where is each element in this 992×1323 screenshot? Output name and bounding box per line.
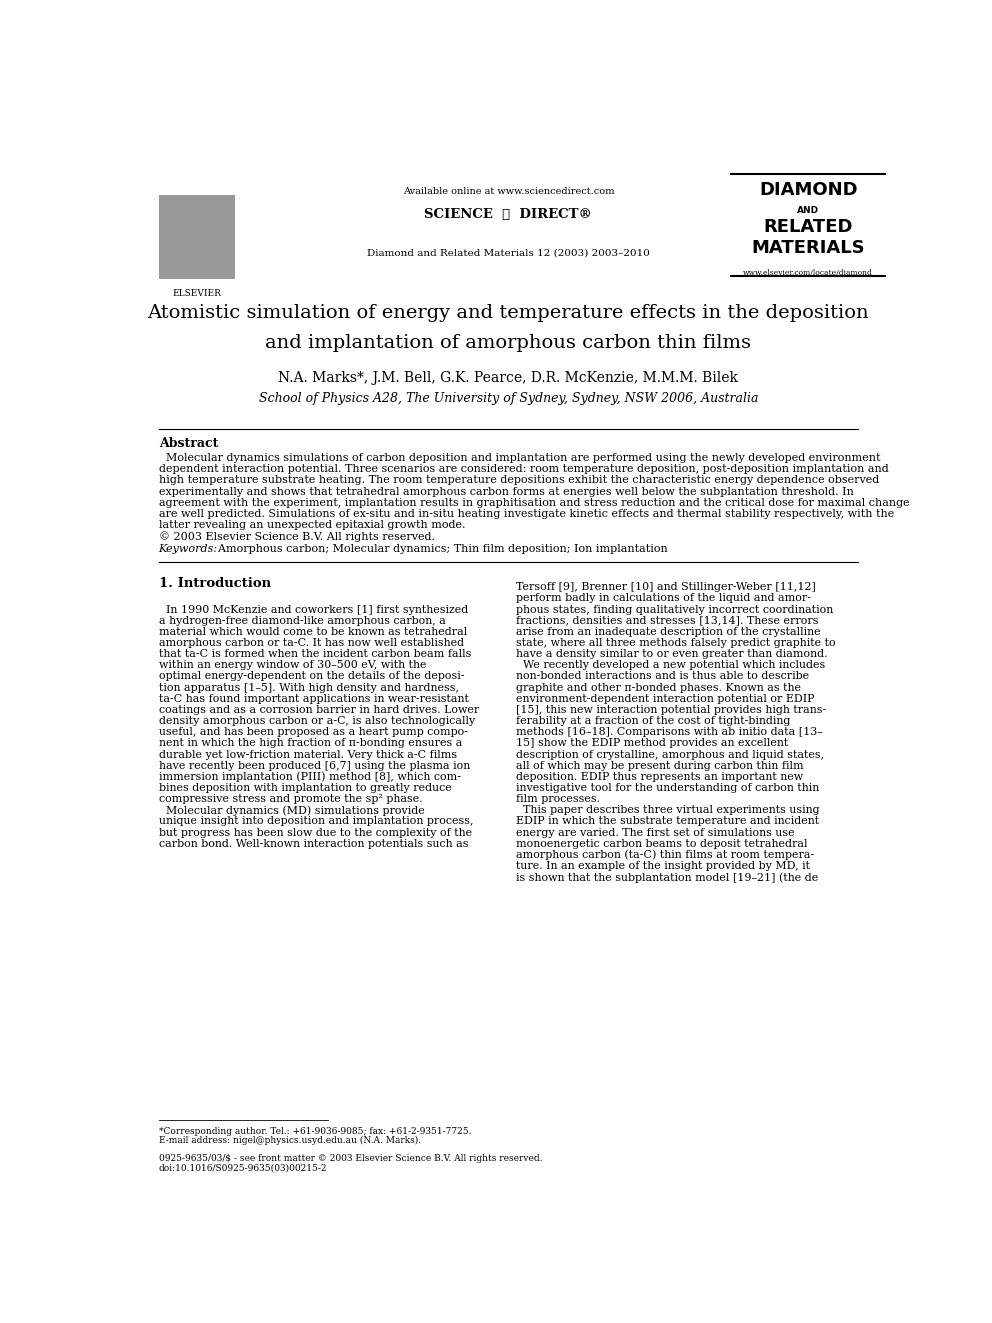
Text: *Corresponding author. Tel.: +61-9036-9085; fax: +61-2-9351-7725.: *Corresponding author. Tel.: +61-9036-90… [159,1126,471,1135]
Text: 15] show the EDIP method provides an excellent: 15] show the EDIP method provides an exc… [516,738,789,749]
Text: monoenergetic carbon beams to deposit tetrahedral: monoenergetic carbon beams to deposit te… [516,839,807,849]
Text: are well predicted. Simulations of ex-situ and in-situ heating investigate kinet: are well predicted. Simulations of ex-si… [159,509,894,519]
Text: 1. Introduction: 1. Introduction [159,577,271,590]
Text: have recently been produced [6,7] using the plasma ion: have recently been produced [6,7] using … [159,761,470,771]
Text: environment-dependent interaction potential or EDIP: environment-dependent interaction potent… [516,693,814,704]
Text: immersion implantation (PIII) method [8], which com-: immersion implantation (PIII) method [8]… [159,771,460,782]
Text: 0925-9635/03/$ - see front matter © 2003 Elsevier Science B.V. All rights reserv: 0925-9635/03/$ - see front matter © 2003… [159,1154,542,1163]
Text: Keywords:: Keywords: [159,544,217,554]
Text: all of which may be present during carbon thin film: all of which may be present during carbo… [516,761,804,771]
Text: Atomistic simulation of energy and temperature effects in the deposition: Atomistic simulation of energy and tempe… [148,304,869,323]
Text: phous states, finding qualitatively incorrect coordination: phous states, finding qualitatively inco… [516,605,833,615]
Text: agreement with the experiment, implantation results in graphitisation and stress: agreement with the experiment, implantat… [159,497,910,508]
Text: energy are varied. The first set of simulations use: energy are varied. The first set of simu… [516,828,795,837]
Text: ferability at a fraction of the cost of tight-binding: ferability at a fraction of the cost of … [516,716,791,726]
Text: DIAMOND: DIAMOND [759,181,857,200]
Text: latter revealing an unexpected epitaxial growth mode.: latter revealing an unexpected epitaxial… [159,520,465,531]
Text: Molecular dynamics (MD) simulations provide: Molecular dynamics (MD) simulations prov… [159,806,425,816]
Text: doi:10.1016/S0925-9635(03)00215-2: doi:10.1016/S0925-9635(03)00215-2 [159,1163,327,1172]
Bar [159,196,235,279]
Text: is shown that the subplantation model [19–21] (the de: is shown that the subplantation model [1… [516,872,818,882]
Text: high temperature substrate heating. The room temperature depositions exhibit the: high temperature substrate heating. The … [159,475,879,486]
Text: amorphous carbon (ta-C) thin films at room tempera-: amorphous carbon (ta-C) thin films at ro… [516,849,814,860]
Text: EDIP in which the substrate temperature and incident: EDIP in which the substrate temperature … [516,816,819,827]
Text: description of crystalline, amorphous and liquid states,: description of crystalline, amorphous an… [516,750,824,759]
Text: unique insight into deposition and implantation process,: unique insight into deposition and impla… [159,816,473,827]
Text: Molecular dynamics simulations of carbon deposition and implantation are perform: Molecular dynamics simulations of carbon… [159,454,880,463]
Text: This paper describes three virtual experiments using: This paper describes three virtual exper… [516,806,819,815]
Text: © 2003 Elsevier Science B.V. All rights reserved.: © 2003 Elsevier Science B.V. All rights … [159,531,434,542]
Text: dependent interaction potential. Three scenarios are considered: room temperatur: dependent interaction potential. Three s… [159,464,889,474]
Text: coatings and as a corrosion barrier in hard drives. Lower: coatings and as a corrosion barrier in h… [159,705,479,714]
Text: optimal energy-dependent on the details of the deposi-: optimal energy-dependent on the details … [159,672,464,681]
Text: arise from an inadequate description of the crystalline: arise from an inadequate description of … [516,627,820,636]
Text: In 1990 McKenzie and coworkers [1] first synthesized: In 1990 McKenzie and coworkers [1] first… [159,605,468,615]
Text: SCIENCE  ⓐ  DIRECT®: SCIENCE ⓐ DIRECT® [425,208,592,221]
Text: School of Physics A28, The University of Sydney, Sydney, NSW 2006, Australia: School of Physics A28, The University of… [259,392,758,405]
Text: fractions, densities and stresses [13,14]. These errors: fractions, densities and stresses [13,14… [516,615,818,626]
Text: Amorphous carbon; Molecular dynamics; Thin film deposition; Ion implantation: Amorphous carbon; Molecular dynamics; Th… [211,544,668,554]
Text: a hydrogen-free diamond-like amorphous carbon, a: a hydrogen-free diamond-like amorphous c… [159,615,445,626]
Text: durable yet low-friction material. Very thick a-C films: durable yet low-friction material. Very … [159,750,456,759]
Text: ta-C has found important applications in wear-resistant: ta-C has found important applications in… [159,693,468,704]
Text: Available online at www.sciencedirect.com: Available online at www.sciencedirect.co… [403,188,614,196]
Text: density amorphous carbon or a-C, is also technologically: density amorphous carbon or a-C, is also… [159,716,475,726]
Text: film processes.: film processes. [516,794,600,804]
Text: nent in which the high fraction of π-bonding ensures a: nent in which the high fraction of π-bon… [159,738,462,749]
Text: useful, and has been proposed as a heart pump compo-: useful, and has been proposed as a heart… [159,728,467,737]
Text: graphite and other π-bonded phases. Known as the: graphite and other π-bonded phases. Know… [516,683,802,693]
Text: AND: AND [798,205,819,214]
Text: have a density similar to or even greater than diamond.: have a density similar to or even greate… [516,650,827,659]
Text: www.elsevier.com/locate/diamond: www.elsevier.com/locate/diamond [743,269,873,277]
Text: N.A. Marks*, J.M. Bell, G.K. Pearce, D.R. McKenzie, M.M.M. Bilek: N.A. Marks*, J.M. Bell, G.K. Pearce, D.R… [279,370,738,385]
Text: within an energy window of 30–500 eV, with the: within an energy window of 30–500 eV, wi… [159,660,427,671]
Text: [15], this new interaction potential provides high trans-: [15], this new interaction potential pro… [516,705,826,714]
Text: ture. In an example of the insight provided by MD, it: ture. In an example of the insight provi… [516,861,810,871]
Text: compressive stress and promote the sp² phase.: compressive stress and promote the sp² p… [159,794,423,804]
Text: MATERIALS: MATERIALS [751,239,865,257]
Text: state, where all three methods falsely predict graphite to: state, where all three methods falsely p… [516,638,835,648]
Text: RELATED: RELATED [764,218,853,235]
Text: experimentally and shows that tetrahedral amorphous carbon forms at energies wel: experimentally and shows that tetrahedra… [159,487,853,496]
Text: perform badly in calculations of the liquid and amor-: perform badly in calculations of the liq… [516,594,811,603]
Text: but progress has been slow due to the complexity of the: but progress has been slow due to the co… [159,828,472,837]
Text: E-mail address: nigel@physics.usyd.edu.au (N.A. Marks).: E-mail address: nigel@physics.usyd.edu.a… [159,1136,421,1146]
Text: Diamond and Related Materials 12 (2003) 2003–2010: Diamond and Related Materials 12 (2003) … [367,249,650,258]
Text: that ta-C is formed when the incident carbon beam falls: that ta-C is formed when the incident ca… [159,650,471,659]
Text: bines deposition with implantation to greatly reduce: bines deposition with implantation to gr… [159,783,451,792]
Text: investigative tool for the understanding of carbon thin: investigative tool for the understanding… [516,783,819,792]
Text: deposition. EDIP thus represents an important new: deposition. EDIP thus represents an impo… [516,771,804,782]
Text: and implantation of amorphous carbon thin films: and implantation of amorphous carbon thi… [266,333,751,352]
Text: non-bonded interactions and is thus able to describe: non-bonded interactions and is thus able… [516,672,809,681]
Text: We recently developed a new potential which includes: We recently developed a new potential wh… [516,660,825,671]
Text: Tersoff [9], Brenner [10] and Stillinger-Weber [11,12]: Tersoff [9], Brenner [10] and Stillinger… [516,582,816,593]
Text: amorphous carbon or ta-C. It has now well established: amorphous carbon or ta-C. It has now wel… [159,638,463,648]
Text: tion apparatus [1–5]. With high density and hardness,: tion apparatus [1–5]. With high density … [159,683,458,693]
Text: carbon bond. Well-known interaction potentials such as: carbon bond. Well-known interaction pote… [159,839,468,849]
Text: Abstract: Abstract [159,437,218,450]
Text: ELSEVIER: ELSEVIER [173,290,221,298]
Text: material which would come to be known as tetrahedral: material which would come to be known as… [159,627,467,636]
Text: methods [16–18]. Comparisons with ab initio data [13–: methods [16–18]. Comparisons with ab ini… [516,728,823,737]
